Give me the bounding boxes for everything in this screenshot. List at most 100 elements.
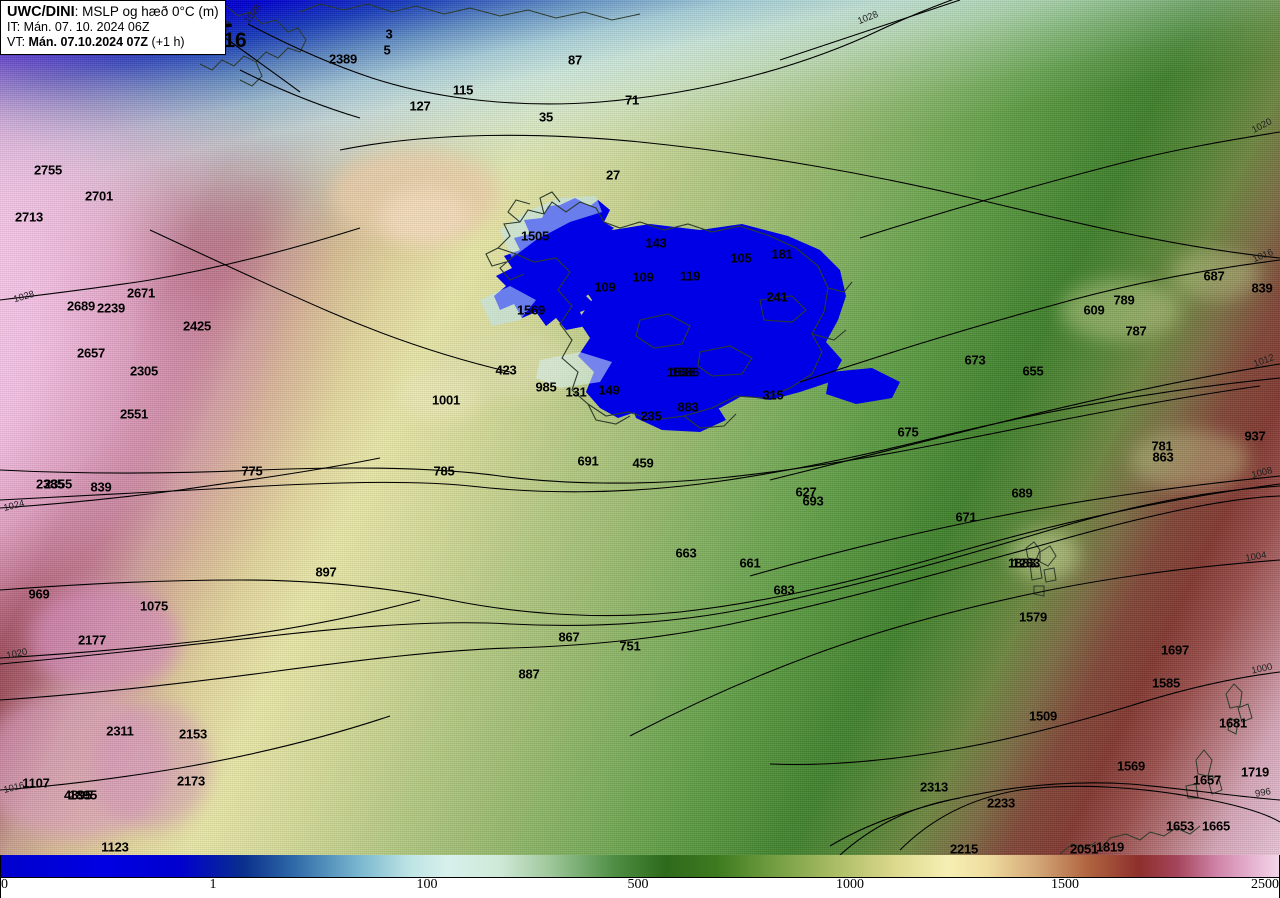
height-value-label: 143 [645,235,667,251]
height-value-label: 2173 [176,773,206,789]
height-value-label: 1075 [139,598,169,614]
height-value-label: 2551 [119,406,149,422]
height-value-label: 781 [1151,438,1173,454]
height-value-label: 2755 [33,162,63,178]
isobar-1000-se [769,671,1280,766]
height-value-label: 887 [518,666,540,682]
height-value-label: 937 [1244,428,1266,444]
colorbar-tick-label: 1000 [836,877,864,892]
faroe-islands [1025,541,1057,597]
isobar-se-loop [899,785,1280,851]
height-value-label: 5 [383,42,391,58]
height-value-label: 4895 [63,787,93,803]
height-value-label: 115 [452,82,474,98]
height-value-label: 789 [1113,292,1135,308]
colorbar: 0 1 100 500 1000 1500 2500 [0,855,1280,898]
height-value-label: 883 [677,399,699,415]
height-value-label: 2233 [986,795,1016,811]
height-value-label: 2153 [178,726,208,742]
height-value-label: 2305 [129,363,159,379]
height-value-label: 27 [605,167,621,183]
height-value-label: 2389 [328,51,358,67]
colorbar-tick-label: 500 [627,877,649,892]
height-value-label: 1653 [1165,818,1195,834]
height-value-label: 675 [897,424,919,440]
height-value-label: 1283 [1011,555,1041,571]
isobar-1028 [247,0,954,105]
isobar-long2 [0,377,1280,501]
height-value-label: 2239 [96,300,126,316]
field-blob [30,585,180,695]
height-value-label: 863 [1152,449,1174,465]
height-value-label: 71 [624,92,640,108]
height-value-label: 839 [1251,280,1273,296]
height-value-label: 2425 [182,318,212,334]
isobar-1024-nw [219,33,301,93]
height-value-label: 1719 [1240,764,1270,780]
isobar-lowloop [239,69,361,119]
colorbar-tick-label: 1500 [1051,877,1079,892]
height-value-label: 109 [594,279,616,295]
iceland-vector-layer [149,1,1253,855]
height-value-label: 105 [730,250,752,266]
isobar-se-loop2 [839,797,961,855]
height-value-label: 131 [565,384,587,400]
height-value-label: 1123 [101,839,129,855]
zero-degree-zone [494,198,900,432]
height-value-label: 867 [558,629,580,645]
height-value-label: 2177 [77,632,107,648]
height-value-label: 315 [762,387,784,403]
isobar-long1 [0,385,1261,484]
height-value-label: 775 [241,463,263,479]
height-value-label: 1579 [1018,609,1048,625]
isobar-long4 [0,485,1280,665]
height-value-label: 127 [409,98,431,114]
isobar-1020-w [0,599,421,659]
mslp-isobar-layer [0,0,1280,855]
height-value-label: 2713 [14,209,44,225]
height-value-label: 1001 [431,392,461,408]
isobar-1024-w [0,457,381,509]
legend-vt-time: Mán. 07.10.2024 07Z [28,35,149,49]
height-value-label: 2689 [66,298,96,314]
height-value-label: 897 [315,564,337,580]
height-value-label: 35 [538,109,554,125]
height-value-label: 1585 [1151,675,1181,691]
legend-valid-time-line: VT: Mán. 07.10.2024 07Z (+1 h) [7,35,219,50]
height-value-label: 1569 [1116,758,1146,774]
height-value-label: 241 [766,289,788,305]
height-value-label: 661 [739,555,761,571]
height-value-label: 969 [28,586,50,602]
isobar-1012-e [769,363,1280,481]
height-value-label: 1657 [1192,772,1222,788]
height-value-label: 687 [1203,268,1225,284]
height-value-label: 2701 [84,188,114,204]
iceland-coastline [485,191,853,429]
height-value-label: 689 [1011,485,1033,501]
height-value-label: 181 [771,246,793,262]
height-value-label: 839 [90,479,112,495]
height-value-label: 2313 [919,779,949,795]
isobar-1008-e [749,475,1280,577]
height-value-label: 149 [598,382,620,398]
height-value-label: 673 [964,352,986,368]
map-canvas[interactable]: 1028102410281020101610121008100410009961… [0,0,1280,855]
height-value-label: 1883 [1007,555,1037,571]
colorbar-tick-label: 2500 [1251,877,1279,892]
height-value-label: 1697 [1160,642,1190,658]
isobar-top-arc [339,134,1280,259]
height-value-label: 1681 [1218,715,1248,731]
height-value-label: 459 [632,455,654,471]
isobar-mid1 [149,229,511,373]
height-value-label: 2311 [106,723,134,739]
height-value-label: 663 [675,545,697,561]
height-value-label: 693 [802,493,824,509]
colorbar-gradient [0,855,1280,878]
height-value-label: 109 [632,269,654,285]
field-blob [1060,280,1180,340]
height-value-label: 1509 [1028,708,1058,724]
legend-title-line: UWC/DINI: MSLP og hæð 0°C (m) [7,4,219,20]
field-blob [90,700,210,830]
isobar-long3 [0,483,1280,617]
